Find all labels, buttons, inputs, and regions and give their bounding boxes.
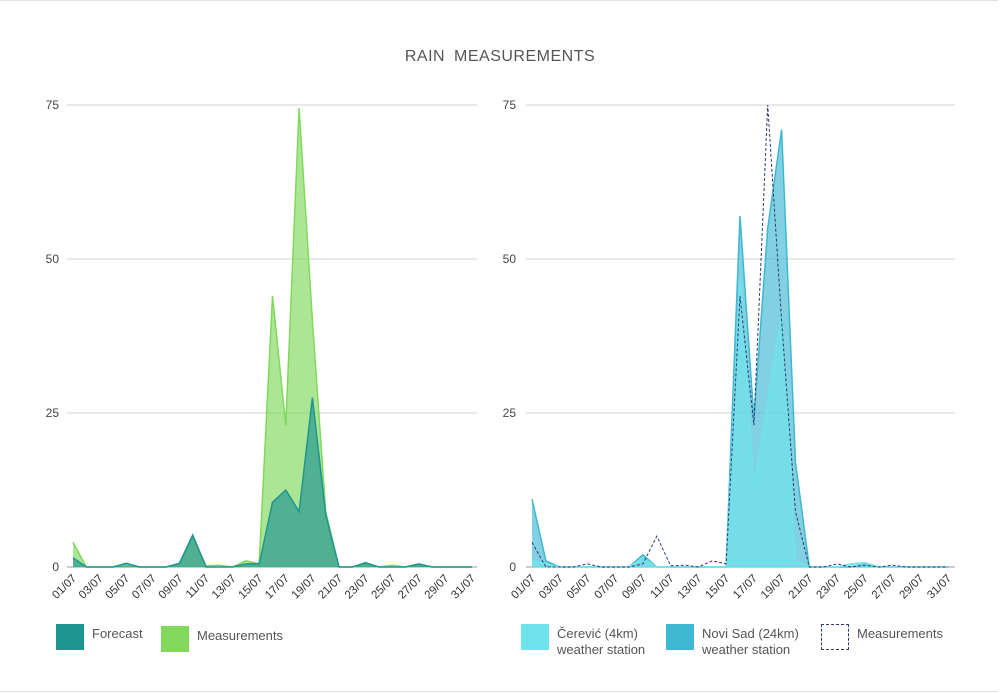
right-x-tick-label-31-07: 31/07: [925, 573, 954, 602]
left-y-tick-label-0: 0: [52, 560, 59, 574]
legend-item-novi-sad[interactable]: Novi Sad (24km) weather station: [666, 624, 812, 658]
legend-label-novi-sad: Novi Sad (24km) weather station: [702, 626, 799, 657]
right-y-tick-label-0: 0: [509, 560, 516, 574]
right-x-tick-label-17-07: 17/07: [731, 573, 760, 602]
right-x-tick-label-07-07: 07/07: [592, 573, 621, 602]
left-x-tick-label-31-07: 31/07: [449, 573, 478, 602]
left-series-area-measurements: [73, 108, 472, 567]
right-x-tick-label-13-07: 13/07: [676, 573, 705, 602]
legend-item-measurements-dashed[interactable]: Measurements: [821, 624, 943, 650]
left-x-tick-label-01-07: 01/07: [50, 573, 79, 602]
left-x-tick-label-07-07: 07/07: [130, 573, 159, 602]
left-x-tick-label-27-07: 27/07: [396, 573, 425, 602]
left-x-tick-label-11-07: 11/07: [184, 573, 212, 601]
right-x-tick-label-11-07: 11/07: [649, 573, 677, 601]
right-x-tick-label-25-07: 25/07: [842, 573, 871, 602]
left-y-tick-label-75: 75: [46, 98, 60, 112]
left-y-tick-label-25: 25: [46, 406, 60, 420]
right-y-tick-label-25: 25: [503, 406, 517, 420]
legend-label-cerevic: Čerević (4km) weather station: [557, 626, 646, 657]
legend-right: Čerević (4km) weather station Novi Sad (…: [521, 624, 981, 664]
legend-label-forecast: Forecast: [92, 626, 143, 641]
left-x-tick-label-03-07: 03/07: [77, 573, 106, 602]
legend-swatch-measurements: [161, 626, 189, 652]
right-x-tick-label-15-07: 15/07: [703, 573, 732, 602]
left-x-tick-label-17-07: 17/07: [263, 573, 292, 602]
left-x-tick-label-25-07: 25/07: [369, 573, 398, 602]
left-x-tick-label-29-07: 29/07: [423, 573, 452, 602]
left-y-tick-label-50: 50: [46, 252, 60, 266]
legend-swatch-measurements-dashed: [821, 624, 849, 650]
left-series-area-forecast: [73, 397, 472, 567]
legend-label-measurements: Measurements: [197, 628, 283, 643]
left-x-tick-label-05-07: 05/07: [103, 573, 132, 602]
left-x-tick-label-15-07: 15/07: [236, 573, 265, 602]
legend-item-measurements[interactable]: Measurements: [161, 626, 283, 652]
legend-swatch-cerevic: [521, 624, 549, 650]
right-y-tick-label-75: 75: [503, 98, 517, 112]
right-y-tick-label-50: 50: [503, 252, 517, 266]
left-x-tick-label-19-07: 19/07: [290, 573, 319, 602]
legend-label-measurements-dashed: Measurements: [857, 626, 943, 641]
legend-swatch-novi-sad: [666, 624, 694, 650]
legend-item-forecast[interactable]: Forecast: [56, 624, 143, 650]
right-x-tick-label-27-07: 27/07: [870, 573, 899, 602]
right-x-tick-label-29-07: 29/07: [898, 573, 927, 602]
right-x-tick-label-05-07: 05/07: [565, 573, 594, 602]
right-series-line-measurements: [531, 104, 948, 568]
left-x-tick-label-09-07: 09/07: [157, 573, 186, 602]
right-x-tick-label-03-07: 03/07: [537, 573, 566, 602]
legend-swatch-forecast: [56, 624, 84, 650]
chart-title: RAIN MEASUREMENTS: [404, 48, 596, 65]
legend-left: Forecast Measurements: [56, 624, 456, 664]
right-x-tick-label-01-07: 01/07: [509, 573, 538, 602]
right-x-tick-label-23-07: 23/07: [814, 573, 843, 602]
left-x-tick-label-13-07: 13/07: [210, 573, 239, 602]
legend-item-cerevic[interactable]: Čerević (4km) weather station: [521, 624, 667, 658]
right-x-tick-label-19-07: 19/07: [759, 573, 788, 602]
left-series-line-forecast: [72, 397, 472, 568]
right-x-tick-label-09-07: 09/07: [620, 573, 649, 602]
left-x-tick-label-21-07: 21/07: [316, 573, 345, 602]
left-x-tick-label-23-07: 23/07: [343, 573, 372, 602]
right-series-area--erevi-4km-weather-station: [532, 277, 948, 567]
right-x-tick-label-21-07: 21/07: [787, 573, 816, 602]
